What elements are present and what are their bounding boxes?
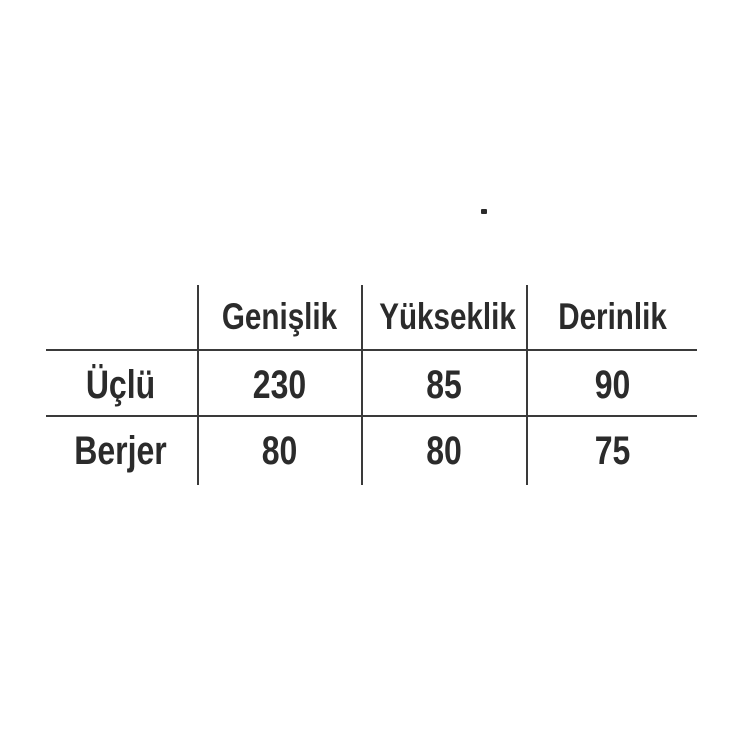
row-label-uclu: Üçlü xyxy=(85,363,156,407)
column-divider-1 xyxy=(197,285,199,485)
cell-uclu-height: 85 xyxy=(426,363,462,407)
stray-ink-dot-icon xyxy=(481,209,487,214)
cell-uclu-depth: 90 xyxy=(594,363,631,407)
column-header-depth: Derinlik xyxy=(558,296,667,337)
column-header-width: Genişlik xyxy=(221,296,338,337)
cell-uclu-width: 230 xyxy=(252,363,307,407)
row-label-berjer: Berjer xyxy=(74,429,167,473)
table-corner-cell xyxy=(61,298,180,342)
cell-berjer-width: 80 xyxy=(261,429,298,473)
cell-berjer-depth: 75 xyxy=(594,429,631,473)
column-header-height: Yükseklik xyxy=(379,296,516,337)
column-divider-3 xyxy=(526,285,528,485)
row-divider-1 xyxy=(46,415,697,417)
dimensions-table: Genişlik Yükseklik Derinlik Üçlü 230 85 … xyxy=(46,278,698,485)
column-divider-2 xyxy=(361,285,363,485)
cell-berjer-height: 80 xyxy=(426,429,462,473)
header-rule xyxy=(46,349,697,351)
